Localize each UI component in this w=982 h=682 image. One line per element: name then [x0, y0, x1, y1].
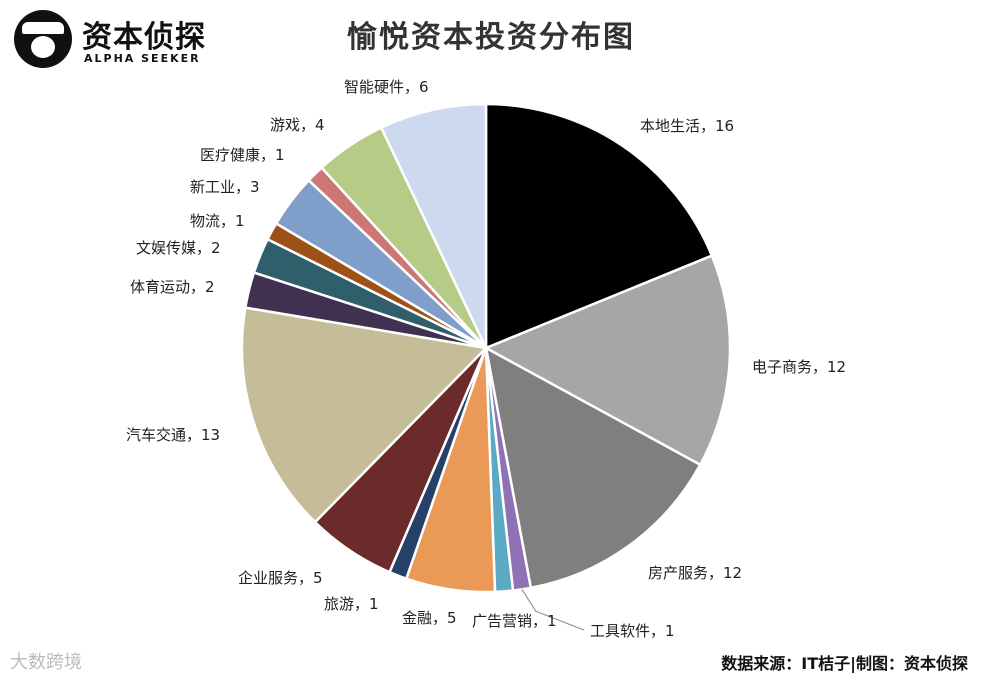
slice-label-广告营销: 广告营销，1 — [472, 612, 557, 630]
slice-label-工具软件: 工具软件，1 — [590, 622, 675, 640]
slice-label-房产服务: 房产服务，12 — [648, 564, 742, 582]
chart-title: 愉悦资本投资分布图 — [347, 20, 635, 55]
pie-slices — [240, 102, 732, 594]
pie-slice-汽车交通 — [240, 306, 489, 524]
slice-label-本地生活: 本地生活，16 — [640, 117, 734, 135]
slice-label-物流: 物流，1 — [190, 212, 245, 230]
slice-label-金融: 金融，5 — [402, 609, 457, 627]
pie-slice-电子商务 — [483, 254, 732, 467]
slice-label-游戏: 游戏，4 — [270, 116, 325, 134]
watermark: 大数跨境 — [10, 652, 82, 673]
slice-label-文娱传媒: 文娱传媒，2 — [136, 239, 221, 257]
pie-slice-房产服务 — [484, 345, 702, 590]
slice-label-汽车交通: 汽车交通，13 — [126, 426, 220, 444]
slice-label-电子商务: 电子商务，12 — [752, 358, 846, 376]
detective-icon — [14, 10, 72, 68]
data-source: 数据来源：IT桔子|制图：资本侦探 — [721, 654, 968, 673]
pie-slice-本地生活 — [484, 102, 714, 350]
pie-slice-智能硬件 — [379, 102, 488, 349]
slice-label-旅游: 旅游，1 — [324, 595, 379, 613]
brand-logo: 资本侦探 ALPHA SEEKER — [14, 8, 224, 68]
slice-label-医疗健康: 医疗健康，1 — [200, 146, 285, 164]
slice-label-新工业: 新工业，3 — [190, 178, 260, 196]
brand-name: 资本侦探 — [82, 20, 206, 55]
leader-line-工具软件 — [521, 589, 585, 631]
slice-labels: 本地生活，16 电子商务，12 房产服务，12 工具软件，1 广告营销，1 金融，5 旅游，… — [126, 78, 846, 640]
slice-label-体育运动: 体育运动，2 — [130, 278, 215, 296]
leader-lines — [521, 589, 585, 631]
brand-subtitle: ALPHA SEEKER — [84, 52, 201, 65]
slice-label-智能硬件: 智能硬件，6 — [344, 78, 429, 96]
slice-label-企业服务: 企业服务，5 — [238, 569, 323, 587]
